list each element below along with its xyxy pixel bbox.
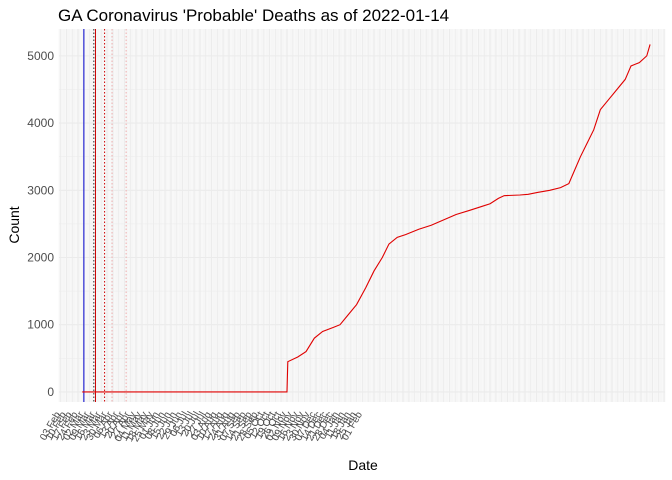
series-line [82, 44, 651, 393]
y-axis-title: Count [6, 206, 22, 243]
x-axis-title: Date [348, 457, 378, 473]
y-tick-label: 1000 [27, 318, 54, 332]
series-layer [82, 44, 651, 393]
major-gridlines [59, 29, 665, 402]
y-tick-label: 5000 [27, 49, 54, 63]
reference-lines [83, 29, 127, 402]
y-tick-label: 4000 [27, 116, 54, 130]
y-tick-label: 0 [47, 385, 54, 399]
y-tick-label: 2000 [27, 251, 54, 265]
y-tick-label: 3000 [27, 183, 54, 197]
chart-title: GA Coronavirus 'Probable' Deaths as of 2… [58, 6, 450, 25]
y-tick-labels: 0 1000 2000 3000 4000 5000 [27, 49, 54, 399]
